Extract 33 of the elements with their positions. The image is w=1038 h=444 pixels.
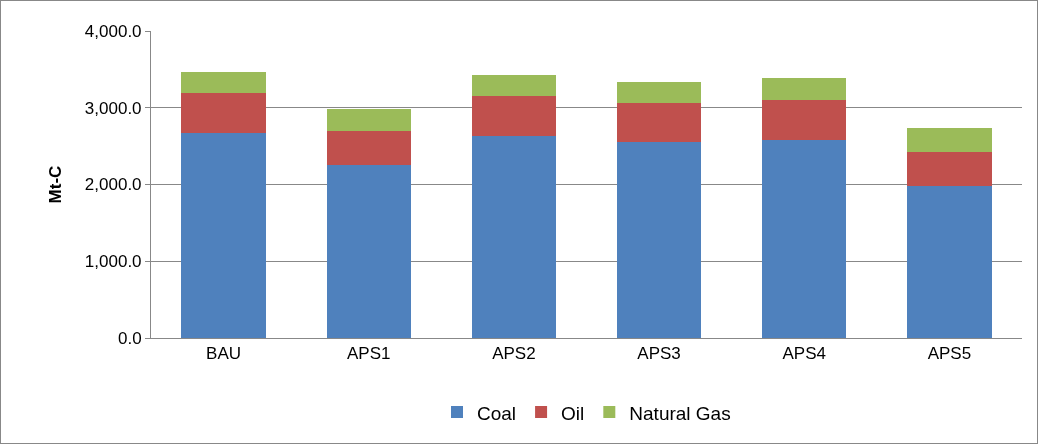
y-tick-label: 1,000.0 bbox=[84, 252, 142, 272]
bar bbox=[471, 74, 557, 97]
bar bbox=[762, 139, 847, 338]
y-tick-label: 4,000.0 bbox=[84, 21, 142, 41]
bar bbox=[907, 128, 992, 152]
bar bbox=[616, 142, 702, 338]
bar bbox=[616, 81, 702, 104]
y-tick-label: 0.0 bbox=[117, 328, 142, 348]
x-tick-label: BAU bbox=[206, 344, 242, 364]
bar bbox=[762, 77, 847, 101]
bar bbox=[907, 151, 992, 187]
bar bbox=[181, 71, 266, 94]
bar bbox=[616, 103, 702, 143]
bar bbox=[181, 133, 266, 338]
y-tick-label: 2,000.0 bbox=[84, 175, 142, 195]
y-axis-title: Mt-C bbox=[46, 165, 66, 204]
bar bbox=[326, 130, 411, 166]
x-tick-label: APS2 bbox=[492, 344, 536, 364]
legend-label: Coal bbox=[477, 402, 517, 424]
x-tick-label: APS4 bbox=[782, 344, 826, 364]
bar bbox=[907, 186, 992, 338]
x-tick-label: APS1 bbox=[347, 344, 391, 364]
x-tick-label: APS3 bbox=[637, 344, 681, 364]
bar bbox=[326, 165, 411, 338]
bar bbox=[471, 136, 557, 338]
bar bbox=[326, 109, 411, 131]
legend-label: Oil bbox=[561, 402, 585, 424]
bar bbox=[762, 100, 847, 140]
y-tick-label: 3,000.0 bbox=[84, 98, 142, 118]
legend-label: Natural Gas bbox=[629, 402, 731, 424]
bar bbox=[471, 96, 557, 137]
x-tick-label: APS5 bbox=[927, 344, 972, 364]
bar bbox=[181, 93, 266, 134]
